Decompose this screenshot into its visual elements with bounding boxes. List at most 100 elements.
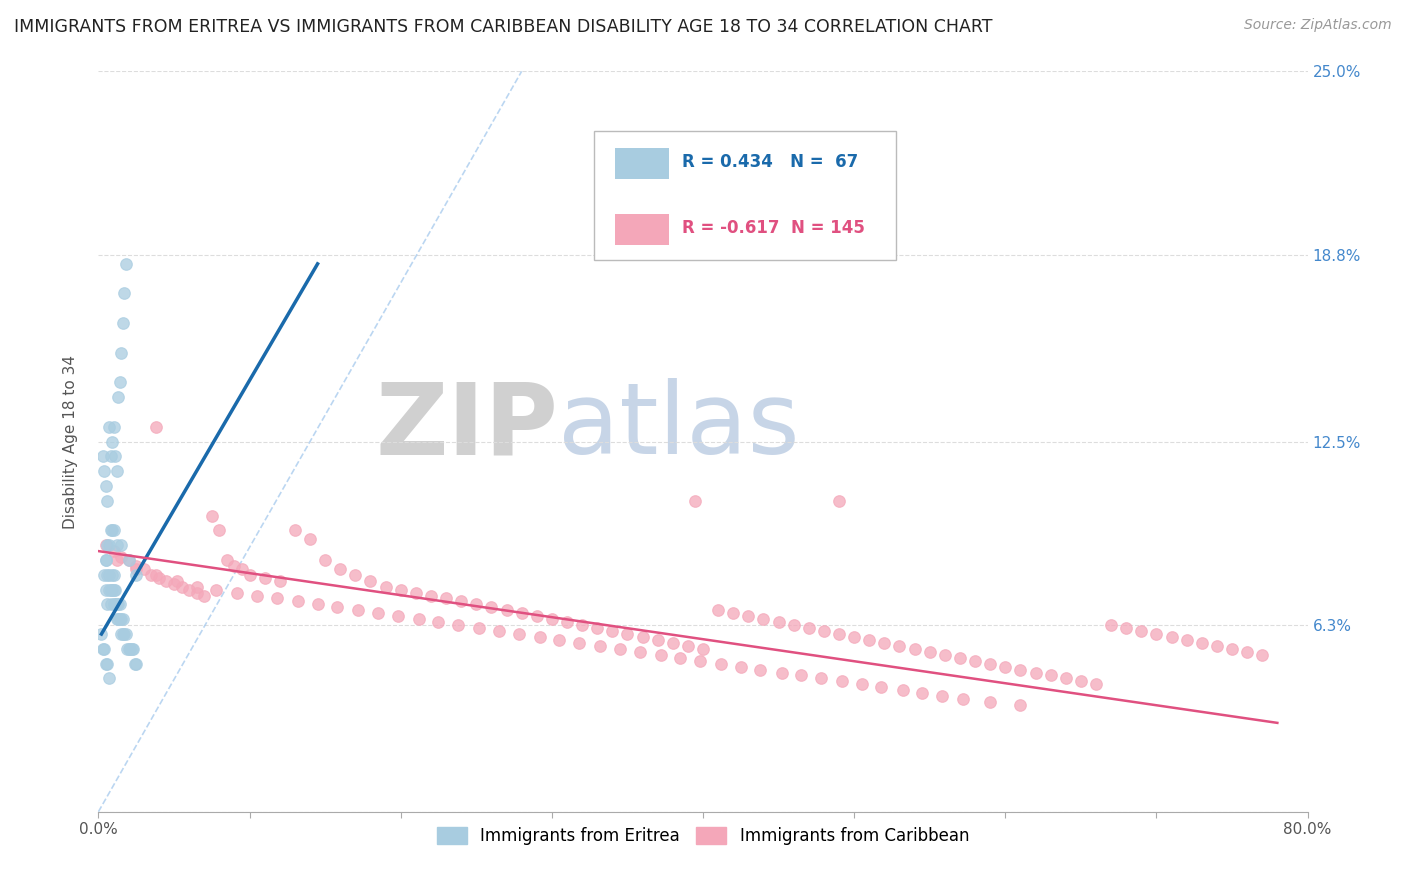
Point: [904, 641, 927, 656]
Point: [889, 639, 911, 653]
Point: [1010, 698, 1032, 712]
Point: [529, 630, 551, 644]
Point: [647, 632, 669, 647]
Point: [239, 567, 262, 582]
Point: [934, 648, 956, 662]
Point: [94, 657, 117, 671]
Point: [1220, 641, 1243, 656]
Point: [110, 345, 132, 359]
Point: [93, 641, 115, 656]
Point: [103, 582, 125, 597]
Point: [105, 598, 128, 612]
Point: [103, 598, 125, 612]
Point: [568, 636, 591, 650]
Point: [96, 657, 118, 671]
Point: [111, 627, 134, 641]
Point: [952, 692, 974, 706]
Point: [94, 553, 117, 567]
Point: [145, 567, 167, 582]
Point: [104, 598, 127, 612]
Point: [224, 558, 246, 573]
Point: [408, 612, 430, 626]
Point: [540, 612, 562, 626]
Point: [508, 627, 530, 641]
Point: [689, 654, 711, 668]
FancyBboxPatch shape: [614, 147, 669, 178]
Text: IMMIGRANTS FROM ERITREA VS IMMIGRANTS FROM CARIBBEAN DISABILITY AGE 18 TO 34 COR: IMMIGRANTS FROM ERITREA VS IMMIGRANTS FR…: [14, 18, 993, 36]
Point: [104, 582, 127, 597]
Point: [360, 574, 382, 588]
Point: [510, 607, 533, 621]
Point: [661, 636, 683, 650]
Point: [628, 645, 651, 659]
Point: [284, 524, 307, 538]
Point: [215, 553, 238, 567]
Point: [91, 450, 114, 464]
Point: [891, 683, 914, 698]
Point: [851, 677, 873, 691]
Point: [420, 589, 443, 603]
Point: [468, 621, 491, 635]
Point: [676, 639, 699, 653]
Point: [96, 598, 118, 612]
Point: [1175, 632, 1198, 647]
Point: [495, 603, 517, 617]
Point: [125, 567, 148, 582]
Point: [723, 607, 745, 621]
Point: [931, 690, 953, 704]
Point: [374, 580, 396, 594]
Point: [1115, 621, 1137, 635]
Point: [105, 612, 128, 626]
Point: [155, 574, 177, 588]
Point: [367, 607, 389, 621]
Point: [103, 544, 125, 558]
Point: [1144, 627, 1167, 641]
Point: [205, 582, 228, 597]
Point: [186, 585, 208, 599]
Point: [100, 582, 122, 597]
Point: [730, 659, 752, 673]
Point: [96, 538, 118, 552]
Point: [118, 553, 141, 567]
Point: [114, 257, 136, 271]
Point: [548, 632, 571, 647]
Point: [100, 450, 122, 464]
Point: [118, 553, 141, 567]
Point: [979, 695, 1001, 709]
Point: [405, 585, 427, 599]
Point: [307, 598, 329, 612]
Point: [148, 571, 170, 585]
Point: [101, 567, 124, 582]
Point: [226, 585, 249, 599]
Point: [125, 657, 148, 671]
Point: [347, 603, 370, 617]
Point: [103, 419, 125, 434]
Point: [107, 612, 129, 626]
Point: [91, 641, 114, 656]
Point: [124, 657, 146, 671]
Point: [873, 636, 896, 650]
Point: [1251, 648, 1274, 662]
Point: [465, 598, 488, 612]
Point: [555, 615, 578, 630]
Legend: Immigrants from Eritrea, Immigrants from Caribbean: Immigrants from Eritrea, Immigrants from…: [430, 820, 976, 852]
Point: [387, 609, 409, 624]
Point: [1236, 645, 1258, 659]
Point: [105, 464, 128, 478]
Point: [1099, 618, 1122, 632]
Point: [790, 668, 813, 682]
Point: [609, 641, 631, 656]
Point: [434, 591, 457, 606]
Point: [918, 645, 941, 659]
Point: [98, 582, 121, 597]
Point: [1054, 672, 1077, 686]
Point: [114, 627, 136, 641]
Point: [1130, 624, 1153, 638]
Point: [965, 654, 987, 668]
Point: [828, 493, 851, 508]
Point: [145, 419, 167, 434]
Point: [389, 582, 412, 597]
Point: [93, 464, 115, 478]
Point: [589, 639, 612, 653]
Point: [707, 603, 730, 617]
